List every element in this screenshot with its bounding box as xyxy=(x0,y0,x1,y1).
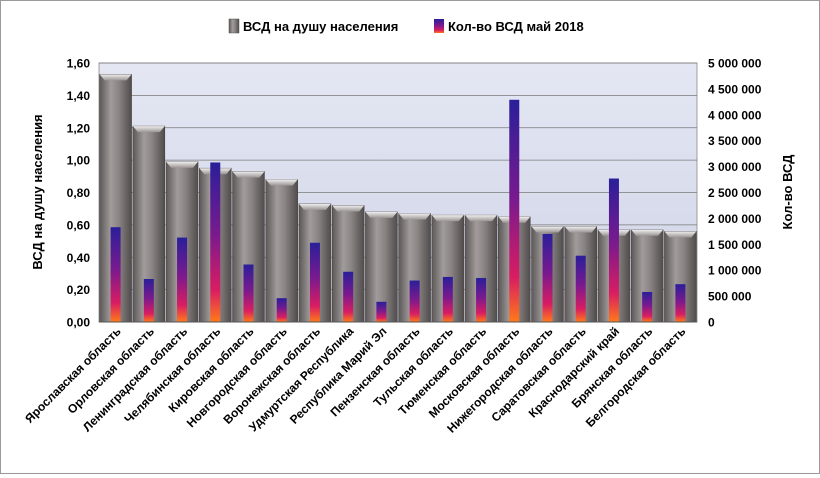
left-tick-label: 1,40 xyxy=(67,89,91,103)
right-axis-ticks: 0 500 000 1 000 000 1 500 000 2 000 000 2 500… xyxy=(708,57,762,330)
right-axis-title: Кол-во ВСД xyxy=(780,154,795,230)
left-axis-title: ВСД на душу населения xyxy=(30,114,45,269)
right-tick-label: 3 000 000 xyxy=(708,160,762,174)
bar-vsd-count xyxy=(110,227,121,322)
left-tick-label: 1,00 xyxy=(67,154,91,168)
legend-swatch-gray xyxy=(228,18,240,34)
bar-vsd-count xyxy=(509,99,520,322)
legend-label-gray: ВСД на душу населения xyxy=(243,19,398,34)
gridlines xyxy=(99,62,697,291)
right-tick-label: 500 000 xyxy=(708,290,752,304)
right-tick-label: 0 xyxy=(708,316,715,330)
bar-vsd-count xyxy=(177,237,188,322)
right-tick-label: 1 000 000 xyxy=(708,264,762,278)
legend-swatch-purple xyxy=(434,19,444,33)
purple-bars xyxy=(110,99,686,322)
bar-per-capita xyxy=(99,74,132,323)
bar-vsd-count xyxy=(476,277,487,322)
bar-vsd-count xyxy=(376,301,387,322)
bar-per-capita xyxy=(431,214,465,323)
bar-per-capita xyxy=(365,211,398,323)
bar-vsd-count xyxy=(343,271,354,322)
left-tick-label: 0,60 xyxy=(67,218,91,232)
bar-vsd-count xyxy=(143,279,154,322)
bar-vsd-count xyxy=(542,233,553,322)
bar-vsd-count xyxy=(442,276,453,322)
left-tick-label: 0,00 xyxy=(67,316,91,330)
bar-vsd-count xyxy=(642,291,653,322)
right-tick-label: 3 500 000 xyxy=(708,134,762,148)
right-tick-label: 5 000 000 xyxy=(708,57,762,71)
right-tick-label: 1 500 000 xyxy=(708,238,762,252)
left-tick-label: 0,20 xyxy=(67,283,91,297)
bar-vsd-count xyxy=(309,242,320,322)
right-tick-label: 4 500 000 xyxy=(708,82,762,96)
legend-label-purple: Кол-во ВСД май 2018 xyxy=(448,19,584,34)
left-tick-label: 0,80 xyxy=(67,186,91,200)
left-axis-ticks: 0,00 0,20 0,40 0,60 0,80 1,00 1,20 1,40 1,60 xyxy=(67,57,91,330)
left-tick-label: 1,20 xyxy=(67,121,91,135)
bar-vsd-count xyxy=(608,178,619,322)
bar-vsd-count xyxy=(575,255,586,322)
bar-vsd-count xyxy=(243,264,254,322)
right-tick-label: 4 000 000 xyxy=(708,108,762,122)
left-tick-label: 0,40 xyxy=(67,251,91,265)
right-tick-label: 2 000 000 xyxy=(708,212,762,226)
bar-per-capita xyxy=(464,214,498,323)
bar-vsd-count xyxy=(409,280,420,322)
right-tick-label: 2 500 000 xyxy=(708,186,762,200)
bar-per-capita xyxy=(265,179,298,323)
bar-vsd-count xyxy=(675,284,686,322)
bar-vsd-count xyxy=(210,162,221,322)
legend: ВСД на душу населения Кол-во ВСД май 201… xyxy=(228,18,584,34)
left-tick-label: 1,60 xyxy=(67,57,91,71)
bar-vsd-count xyxy=(276,298,287,322)
gray-bars xyxy=(99,74,697,323)
